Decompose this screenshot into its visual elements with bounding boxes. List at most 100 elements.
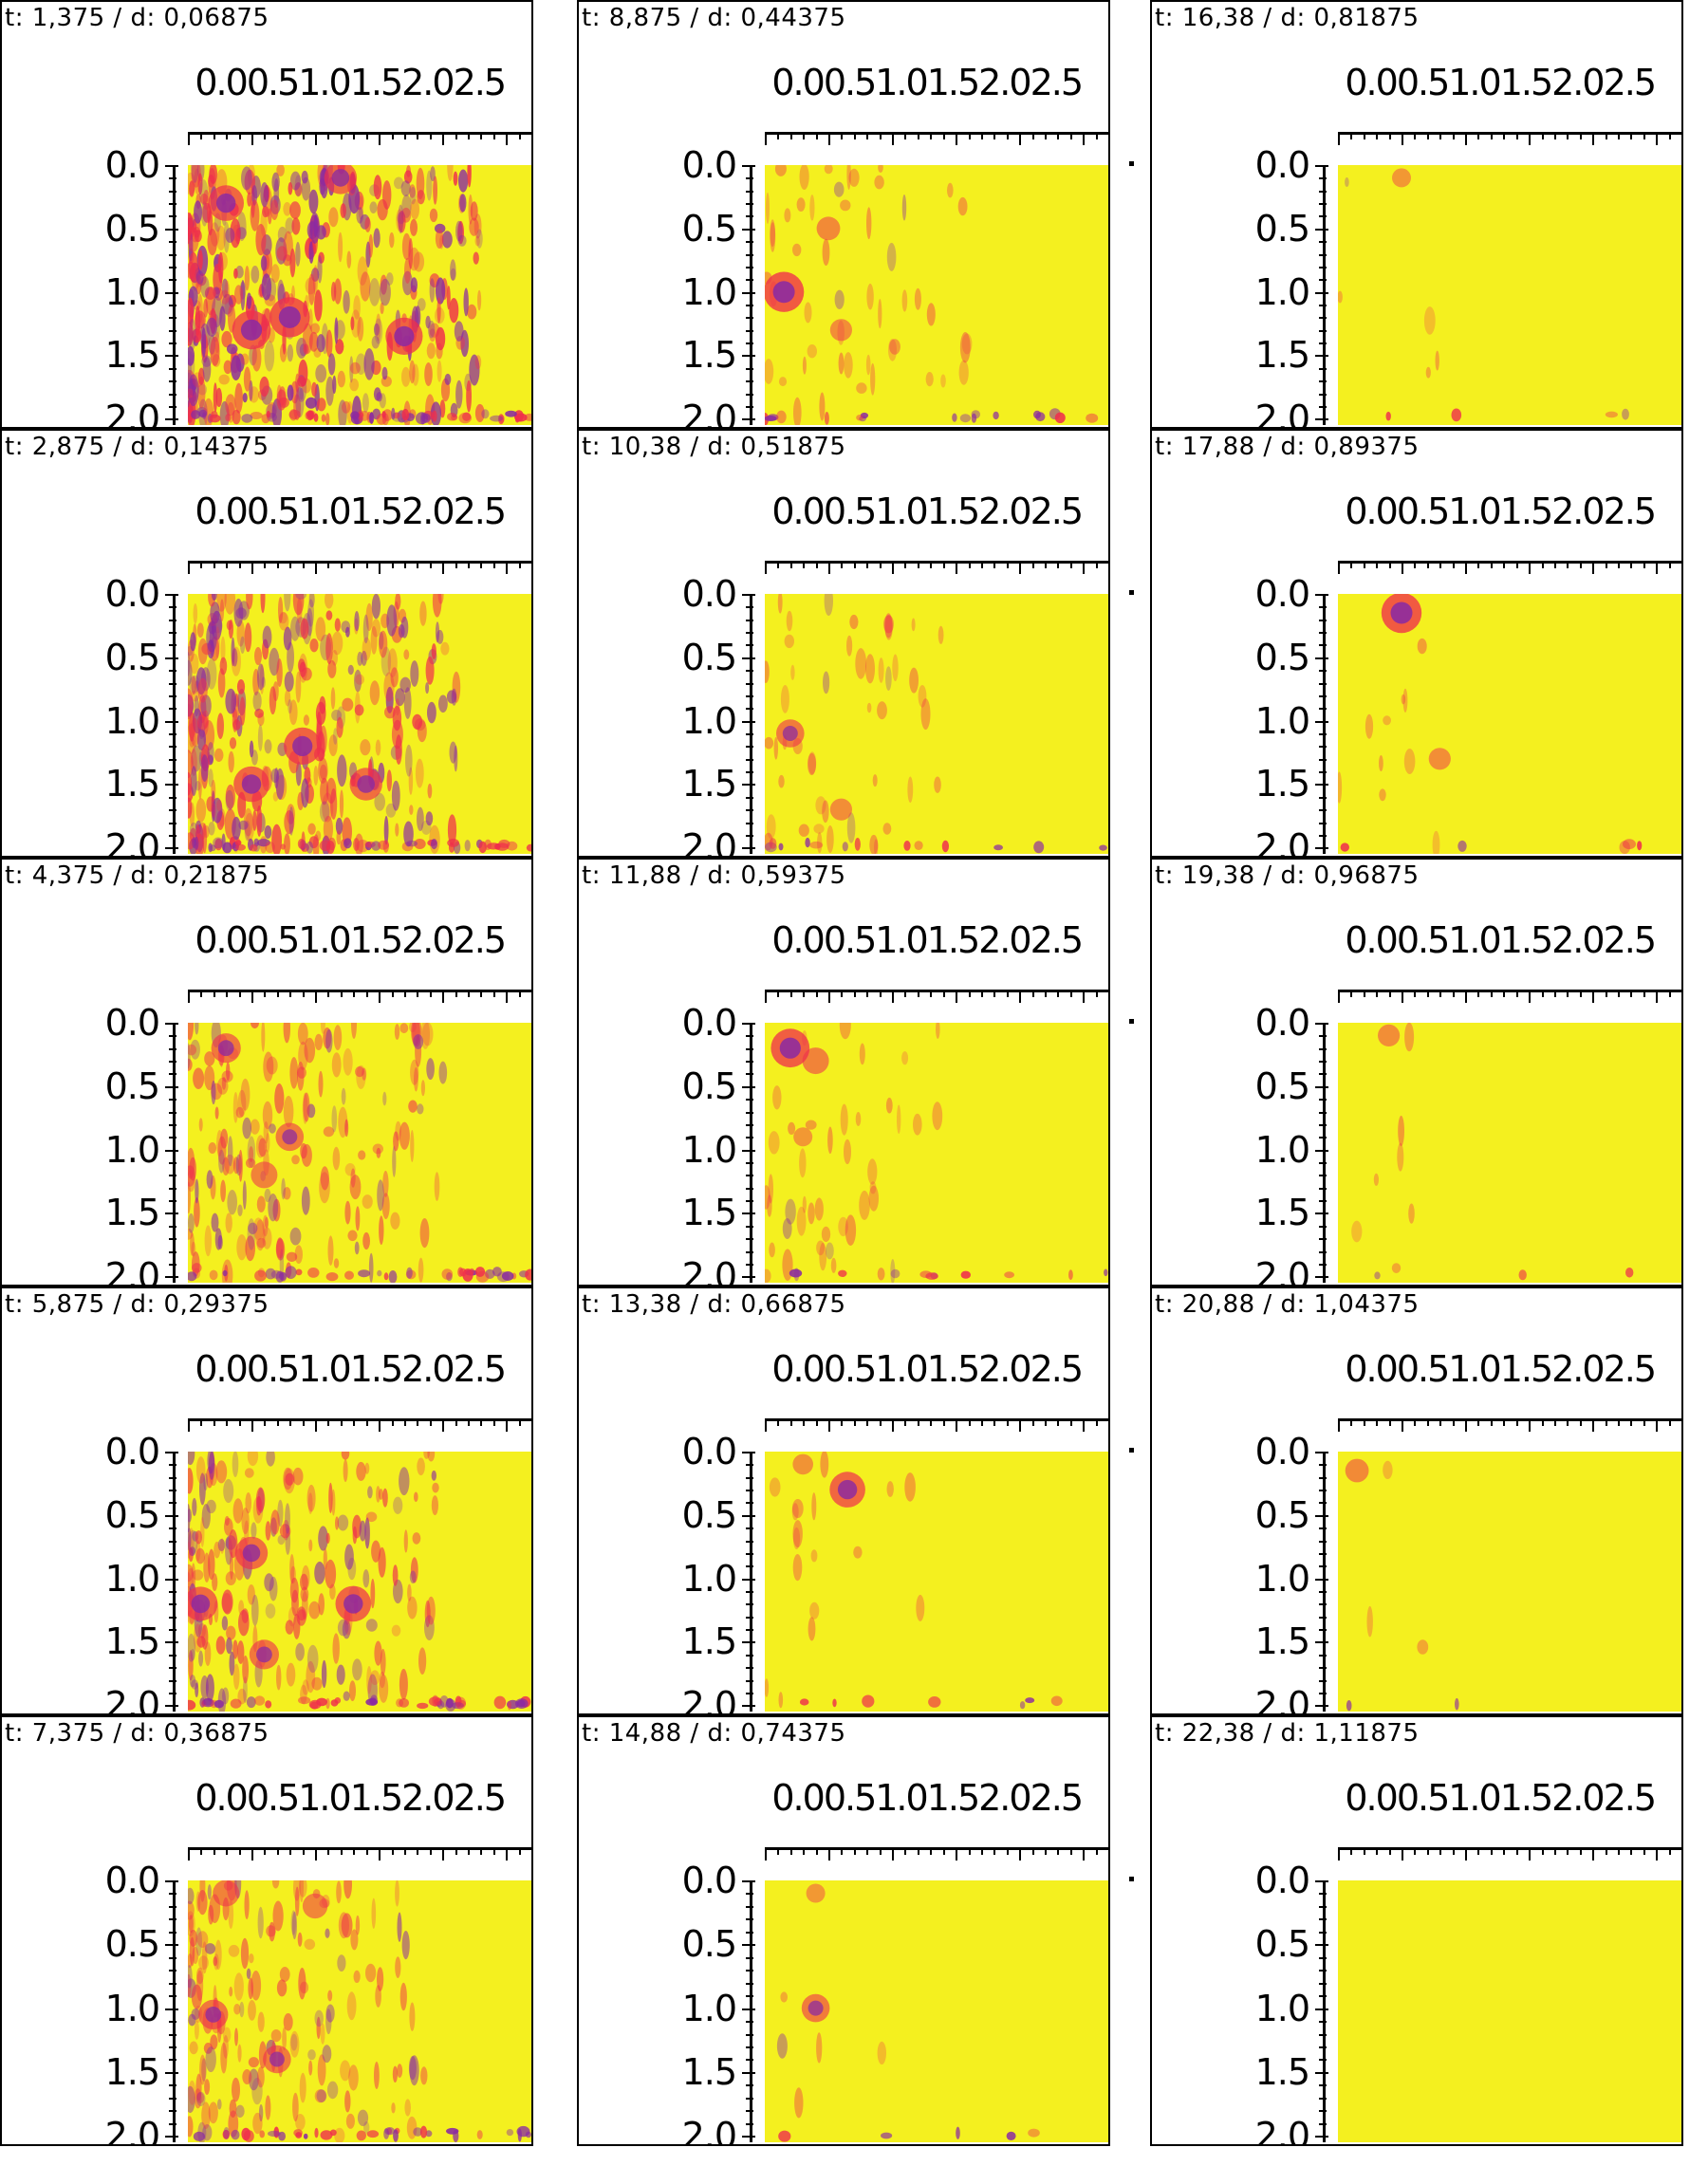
x-minor-tick bbox=[1096, 990, 1098, 997]
heat-speck bbox=[802, 356, 807, 375]
heat-speck bbox=[287, 641, 294, 673]
y-minor-tick bbox=[1319, 797, 1327, 799]
heat-speck bbox=[395, 734, 402, 765]
heat-speck bbox=[413, 2127, 423, 2137]
y-minor-tick bbox=[169, 1693, 176, 1694]
y-major-tick bbox=[742, 2009, 755, 2010]
x-major-tick bbox=[1656, 1418, 1658, 1432]
y-minor-tick bbox=[746, 1680, 753, 1682]
x-minor-tick bbox=[1389, 561, 1391, 568]
heat-speck bbox=[250, 843, 258, 852]
y-tick-label: 2.0 bbox=[1254, 398, 1310, 429]
heat-speck bbox=[364, 1517, 370, 1549]
heat-speck bbox=[477, 289, 482, 311]
y-minor-tick bbox=[746, 241, 753, 243]
heat-speck bbox=[214, 1699, 224, 1709]
y-minor-tick bbox=[169, 1617, 176, 1619]
heat-hotspot-core bbox=[394, 325, 415, 346]
x-major-tick bbox=[379, 1847, 381, 1861]
heat-speck bbox=[1425, 366, 1431, 379]
x-minor-tick bbox=[1681, 132, 1683, 139]
x-tick-label: 0.5 bbox=[823, 1777, 877, 1819]
x-minor-tick bbox=[1389, 132, 1391, 139]
y-tick-label: 0.0 bbox=[681, 573, 737, 615]
heat-speck bbox=[798, 824, 809, 837]
y-minor-tick bbox=[169, 1957, 176, 1959]
heat-speck bbox=[417, 806, 424, 831]
y-minor-tick bbox=[746, 708, 753, 710]
heat-speck bbox=[327, 353, 336, 376]
y-minor-tick bbox=[169, 620, 176, 621]
heat-speck bbox=[188, 688, 194, 720]
x-major-tick bbox=[1592, 1418, 1594, 1432]
y-tick-label: 0.0 bbox=[681, 1860, 737, 1901]
x-major-tick bbox=[1402, 561, 1403, 574]
heat-speck bbox=[769, 1242, 775, 1258]
y-major-tick bbox=[1315, 1705, 1328, 1707]
heat-speck bbox=[807, 344, 817, 359]
heat-speck bbox=[297, 1023, 308, 1046]
x-tick-label: 0.5 bbox=[1396, 1348, 1450, 1390]
y-minor-tick bbox=[1319, 606, 1327, 608]
heat-speck bbox=[188, 322, 194, 346]
y-minor-tick bbox=[169, 2123, 176, 2125]
x-minor-tick bbox=[226, 1418, 228, 1426]
heat-speck bbox=[436, 629, 444, 644]
heat-speck bbox=[455, 1696, 466, 1710]
heat-speck bbox=[417, 1702, 429, 1710]
heat-speck bbox=[220, 289, 230, 305]
x-major-tick bbox=[1402, 1847, 1403, 1861]
heat-speck bbox=[436, 326, 446, 351]
x-minor-tick bbox=[993, 1847, 995, 1855]
heat-speck bbox=[283, 2013, 293, 2031]
y-minor-tick bbox=[169, 2098, 176, 2100]
heat-speck bbox=[285, 1472, 294, 1486]
x-minor-tick bbox=[854, 1418, 856, 1426]
heat-speck bbox=[348, 2064, 359, 2091]
heat-speck bbox=[406, 1267, 413, 1279]
heat-speck bbox=[374, 792, 385, 811]
heat-speck bbox=[881, 2132, 893, 2139]
heat-speck bbox=[231, 637, 235, 667]
heat-speck bbox=[362, 393, 369, 413]
x-minor-tick bbox=[239, 132, 241, 139]
heat-speck bbox=[450, 259, 456, 281]
x-major-tick bbox=[828, 990, 830, 1003]
heat-speck bbox=[1402, 688, 1408, 713]
x-tick-labels: 0.00.51.01.52.02.5 bbox=[736, 65, 1084, 101]
heat-speck bbox=[249, 2068, 259, 2091]
y-minor-tick bbox=[1319, 683, 1327, 685]
heat-speck bbox=[217, 1539, 226, 1551]
y-tick-label: 1.0 bbox=[104, 1558, 160, 1600]
heat-speck bbox=[838, 1216, 848, 1237]
x-minor-tick bbox=[239, 1847, 241, 1855]
x-tick-label: 1.0 bbox=[298, 1777, 351, 1819]
heat-speck bbox=[333, 728, 338, 745]
heat-speck bbox=[914, 841, 923, 850]
y-major-tick bbox=[165, 229, 178, 231]
heat-speck bbox=[792, 1520, 803, 1548]
x-minor-tick bbox=[392, 990, 394, 997]
x-minor-tick bbox=[993, 990, 995, 997]
x-major-tick bbox=[1083, 561, 1085, 574]
heat-speck bbox=[341, 1452, 350, 1460]
heat-speck bbox=[507, 1700, 511, 1711]
x-major-tick bbox=[1083, 132, 1085, 145]
heat-speck bbox=[215, 1636, 226, 1655]
heat-speck bbox=[188, 723, 196, 754]
heat-speck bbox=[886, 1481, 894, 1497]
x-minor-tick bbox=[993, 1418, 995, 1426]
y-minor-tick bbox=[1319, 1238, 1327, 1240]
heatmap-canvas bbox=[765, 1023, 1108, 1283]
heat-speck bbox=[822, 238, 830, 267]
heat-speck bbox=[262, 206, 269, 218]
panel-title: t: 5,875 / d: 0,29375 bbox=[5, 1290, 269, 1319]
y-minor-tick bbox=[1319, 1995, 1327, 1997]
x-minor-tick bbox=[455, 1847, 457, 1855]
heat-speck bbox=[192, 1946, 199, 1965]
x-tick-label: 0.0 bbox=[195, 491, 248, 532]
y-minor-tick bbox=[169, 1251, 176, 1253]
y-minor-tick bbox=[1319, 1188, 1327, 1190]
heat-speck bbox=[334, 2127, 345, 2142]
